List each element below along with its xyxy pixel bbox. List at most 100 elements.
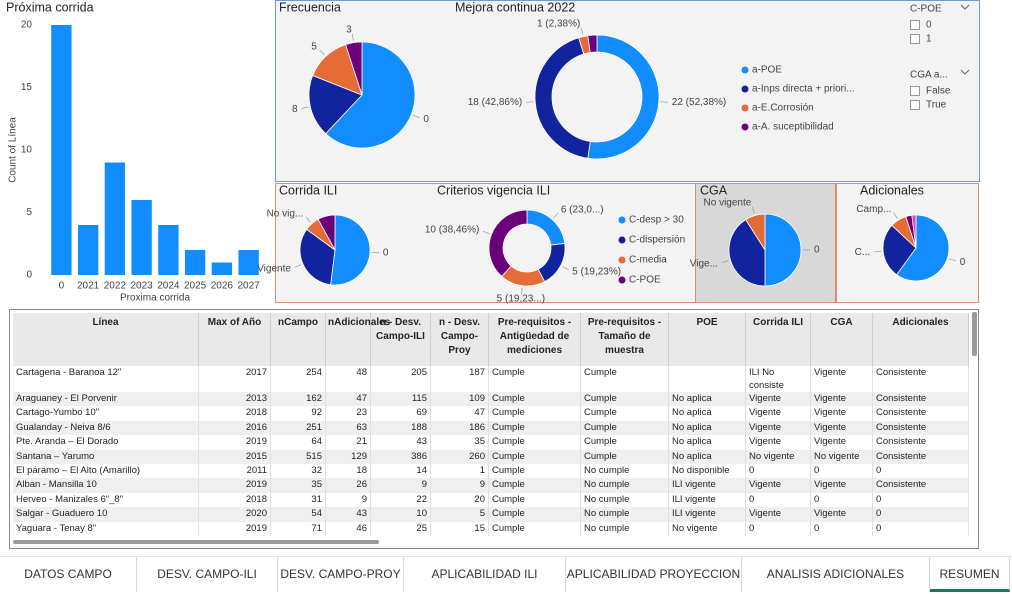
table-cell: 129: [326, 450, 371, 464]
column-header: Max of Año: [199, 313, 271, 366]
table-cell: Cumple: [489, 421, 581, 435]
y-tick-label: 5: [26, 207, 32, 218]
chart-title: Próxima corrida: [6, 0, 94, 14]
tab[interactable]: ANALISIS ADICIONALES: [742, 557, 930, 592]
slicer-title: C-POE: [910, 4, 942, 15]
table-cell: Pte. Aranda – El Dorado: [13, 435, 199, 449]
table-cell: 2019: [199, 478, 271, 492]
bar: [51, 25, 71, 275]
table-cell: Araguaney - El Porvenir: [13, 392, 199, 406]
tab[interactable]: DESV. CAMPO-ILI: [137, 557, 278, 592]
h-scrollbar[interactable]: [13, 540, 379, 544]
chart-title: CGA: [700, 183, 728, 197]
table-cell: 2020: [199, 507, 271, 521]
tab[interactable]: DESV. CAMPO-PROY: [278, 557, 404, 592]
x-tick-label: 2025: [184, 281, 207, 292]
x-tick-label: 2027: [238, 281, 261, 292]
checkbox[interactable]: [911, 21, 920, 30]
slice-label: 3: [346, 24, 352, 35]
column-header: nAdicionales: [326, 313, 371, 366]
slice-label: Vige...: [690, 258, 718, 269]
chart-title: Corrida ILI: [279, 183, 337, 197]
table-cell: 22: [371, 493, 431, 507]
table-cell: Consistente: [873, 450, 969, 464]
table-cell: 35: [431, 435, 489, 449]
slicer-option: True: [926, 100, 947, 111]
table-cell: No aplica: [669, 421, 746, 435]
table-cell: No aplica: [669, 450, 746, 464]
table-cell: 92: [271, 406, 326, 420]
slice-label: 8: [292, 104, 298, 115]
table-cell: Cumple: [489, 366, 581, 392]
table-cell: Vigente: [746, 392, 811, 406]
table-cell: Cumple: [489, 406, 581, 420]
legend-dot: [619, 217, 626, 224]
bar: [105, 163, 125, 276]
table-cell: 0: [811, 522, 873, 536]
table-cell: Vigente: [811, 392, 873, 406]
column-header: Línea: [13, 313, 199, 366]
table-cell: Vigente: [746, 421, 811, 435]
table-cell: 69: [371, 406, 431, 420]
table-cell: Cumple: [489, 450, 581, 464]
table-cell: Vigente: [746, 406, 811, 420]
tab[interactable]: DATOS CAMPO: [0, 557, 137, 592]
slice-label: 0: [814, 245, 820, 256]
column-header: Pre-requisitos - Antigüedad de medicione…: [489, 313, 581, 366]
legend-label: C-desp > 30: [629, 215, 684, 226]
legend-dot: [742, 67, 749, 74]
table-cell: 162: [271, 392, 326, 406]
table-cell: No vigente: [811, 450, 873, 464]
table-cell: Cumple: [581, 450, 669, 464]
table-cell: Cumple: [489, 435, 581, 449]
legend-dot: [742, 124, 749, 131]
table-cell: [669, 366, 746, 392]
table-cell: Cumple: [581, 406, 669, 420]
table-cell: Vigente: [746, 435, 811, 449]
checkbox[interactable]: [911, 87, 920, 96]
table-cell: 20: [431, 493, 489, 507]
tab[interactable]: APLICABILIDAD ILI: [404, 557, 566, 592]
table-cell: Vigente: [811, 406, 873, 420]
slicer-option: 1: [926, 34, 932, 45]
tab[interactable]: APLICABILIDAD PROYECCION: [566, 557, 742, 592]
table-cell: 31: [271, 493, 326, 507]
table-cell: 14: [371, 464, 431, 478]
table-cell: El páramo – El Alto (Amarillo): [13, 464, 199, 478]
table-cell: 205: [371, 366, 431, 392]
table-cell: No cumple: [581, 522, 669, 536]
x-tick-label: 2024: [157, 281, 180, 292]
slice-label: Camp...: [856, 204, 891, 215]
table-cell: ILI vigente: [669, 507, 746, 521]
table-cell: 115: [371, 392, 431, 406]
v-scrollbar[interactable]: [972, 312, 977, 356]
checkbox[interactable]: [911, 35, 920, 44]
table-cell: Gualanday - Neiva 8/6: [13, 421, 199, 435]
table-cell: 2017: [199, 366, 271, 392]
slicer-option: 0: [926, 20, 932, 31]
table-cell: Consistente: [873, 392, 969, 406]
table-cell: Vigente: [811, 478, 873, 492]
checkbox[interactable]: [911, 101, 920, 110]
table-cell: Cartagena - Baranoa 12": [13, 366, 199, 392]
column-header: nCampo: [271, 313, 326, 366]
table-cell: No vigente: [669, 522, 746, 536]
slicer-option: False: [926, 86, 951, 97]
table-cell: 515: [271, 450, 326, 464]
table-cell: Cumple: [489, 507, 581, 521]
column-header: POE: [669, 313, 746, 366]
table-cell: Vigente: [811, 366, 873, 392]
table-cell: 63: [326, 421, 371, 435]
tab[interactable]: RESUMEN: [930, 557, 1010, 592]
chart-title: Mejora continua 2022: [455, 0, 575, 14]
legend-dot: [619, 257, 626, 264]
legend-label: a-E.Corrosión: [752, 103, 814, 114]
table-cell: 0: [873, 522, 969, 536]
table-cell: 35: [271, 478, 326, 492]
table-cell: Cumple: [581, 435, 669, 449]
